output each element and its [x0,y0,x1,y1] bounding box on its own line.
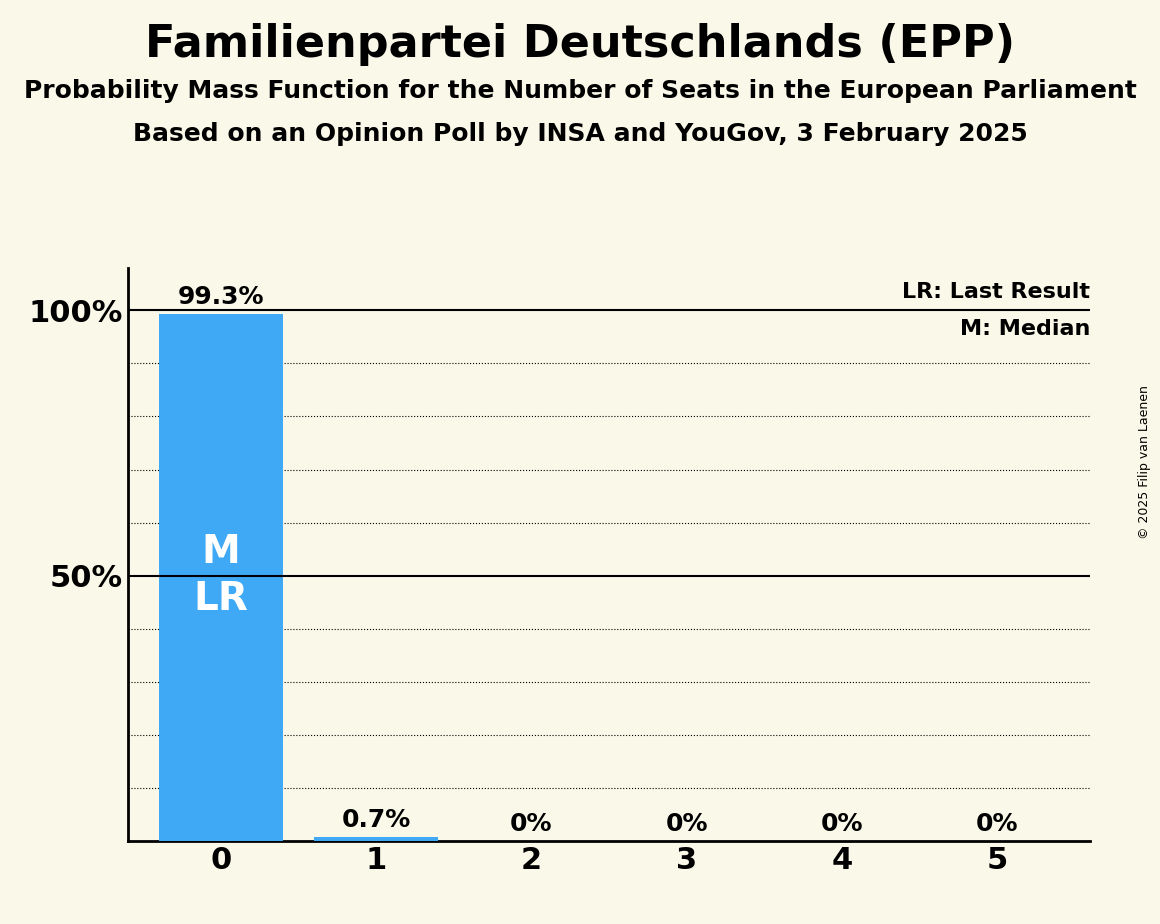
Text: 0%: 0% [976,811,1018,835]
Text: M
LR: M LR [194,533,248,618]
Text: LR: Last Result: LR: Last Result [902,282,1090,302]
Text: Familienpartei Deutschlands (EPP): Familienpartei Deutschlands (EPP) [145,23,1015,67]
Text: Based on an Opinion Poll by INSA and YouGov, 3 February 2025: Based on an Opinion Poll by INSA and You… [132,122,1028,146]
Text: 99.3%: 99.3% [177,285,264,309]
Text: © 2025 Filip van Laenen: © 2025 Filip van Laenen [1138,385,1152,539]
Text: 0%: 0% [510,811,552,835]
Text: 0%: 0% [666,811,708,835]
Text: 0.7%: 0.7% [341,808,411,832]
Text: Probability Mass Function for the Number of Seats in the European Parliament: Probability Mass Function for the Number… [23,79,1137,103]
Bar [314,837,438,841]
Text: M: Median: M: Median [960,319,1090,339]
Text: 0%: 0% [820,811,863,835]
Bar [159,314,283,841]
